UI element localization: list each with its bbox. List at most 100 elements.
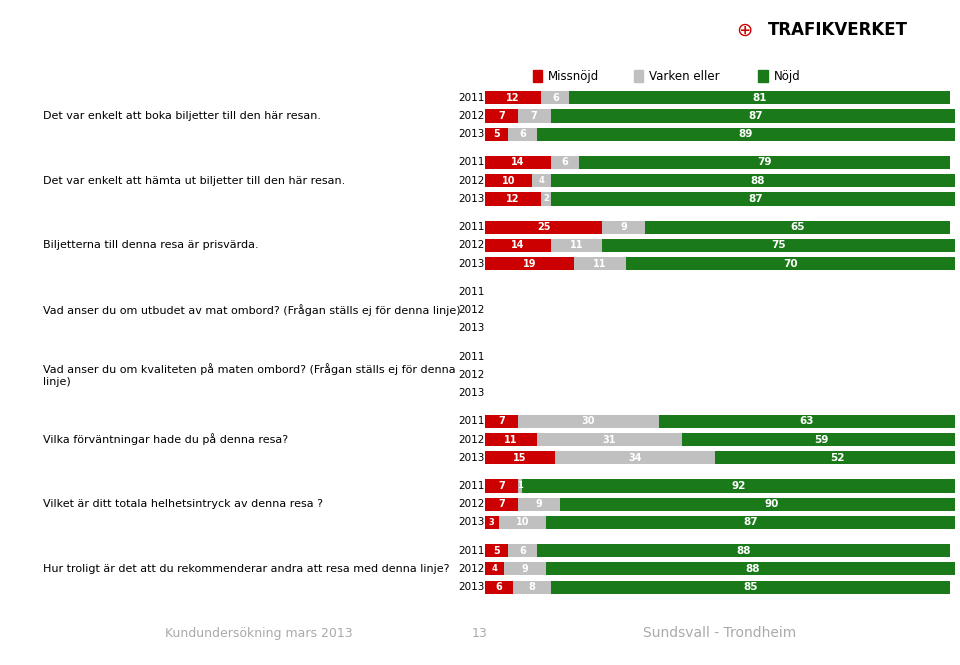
Text: TRAFIKVERKET: TRAFIKVERKET <box>768 21 908 39</box>
Text: 88: 88 <box>751 176 765 186</box>
Text: 14: 14 <box>511 241 524 251</box>
Bar <box>485 452 555 464</box>
Bar <box>485 221 603 233</box>
Bar <box>645 221 950 233</box>
Text: 10: 10 <box>516 517 529 527</box>
Text: 2012: 2012 <box>458 564 484 574</box>
Text: Varken eller: Varken eller <box>649 70 720 83</box>
Text: 2011: 2011 <box>458 481 484 491</box>
Bar <box>555 452 715 464</box>
Text: 2013: 2013 <box>458 194 484 204</box>
Text: 31: 31 <box>603 434 616 444</box>
Text: 75: 75 <box>772 241 786 251</box>
Bar <box>485 239 551 252</box>
Text: 10: 10 <box>501 176 516 186</box>
Text: 2012: 2012 <box>458 176 484 186</box>
Bar <box>603 239 955 252</box>
Text: 7: 7 <box>498 499 505 509</box>
Bar <box>537 544 950 557</box>
Text: 13: 13 <box>472 627 488 640</box>
Bar <box>485 91 541 104</box>
Text: 7: 7 <box>498 111 505 121</box>
Bar <box>560 497 960 511</box>
Text: 2013: 2013 <box>458 582 484 592</box>
Text: 2: 2 <box>543 194 549 203</box>
Text: 11: 11 <box>504 434 517 444</box>
Text: 2012: 2012 <box>458 434 484 444</box>
Text: 2011: 2011 <box>458 546 484 556</box>
Bar <box>517 479 522 493</box>
Text: 9: 9 <box>620 222 627 232</box>
Bar <box>532 174 551 188</box>
Text: Vilka förväntningar hade du på denna resa?: Vilka förväntningar hade du på denna res… <box>43 434 288 446</box>
Bar <box>504 563 546 575</box>
Text: 92: 92 <box>732 481 746 491</box>
Bar <box>485 581 513 594</box>
Text: 81: 81 <box>753 93 767 103</box>
Bar <box>551 192 960 205</box>
Text: 15: 15 <box>514 453 527 463</box>
Text: 2011: 2011 <box>458 158 484 168</box>
Text: 52: 52 <box>830 453 845 463</box>
Text: 2013: 2013 <box>458 323 484 333</box>
Text: Det var enkelt att hämta ut biljetter till den här resan.: Det var enkelt att hämta ut biljetter ti… <box>43 176 346 186</box>
Text: ⊕: ⊕ <box>735 21 753 39</box>
Bar <box>485 110 517 122</box>
Bar <box>551 110 960 122</box>
Text: 14: 14 <box>511 158 524 168</box>
Text: 88: 88 <box>746 564 760 574</box>
Text: Det var enkelt att boka biljetter till den här resan.: Det var enkelt att boka biljetter till d… <box>43 111 322 121</box>
Bar <box>569 91 950 104</box>
Text: 4: 4 <box>492 565 497 573</box>
Bar <box>485 192 541 205</box>
Text: 6: 6 <box>519 129 526 139</box>
Text: 2011: 2011 <box>458 287 484 297</box>
Text: 70: 70 <box>783 259 798 269</box>
Bar <box>541 91 569 104</box>
Text: 2012: 2012 <box>458 499 484 509</box>
Bar <box>574 257 626 270</box>
Text: 59: 59 <box>814 434 828 444</box>
Bar <box>517 497 560 511</box>
Bar <box>485 257 574 270</box>
Bar <box>485 563 504 575</box>
Text: RESEARCH: RESEARCH <box>42 640 84 650</box>
Bar <box>537 128 955 141</box>
Bar <box>499 516 546 529</box>
Bar <box>683 433 960 446</box>
Bar <box>659 415 955 428</box>
Text: Biljetterna till denna resa är prisvärda.: Biljetterna till denna resa är prisvärda… <box>43 241 259 251</box>
Text: 4: 4 <box>539 176 544 186</box>
Text: 7: 7 <box>498 481 505 491</box>
Text: Nöjd: Nöjd <box>774 70 801 83</box>
Text: 12: 12 <box>506 194 519 204</box>
Bar <box>509 128 537 141</box>
Text: 9: 9 <box>521 564 528 574</box>
Text: Sundsvall - Trondheim: Sundsvall - Trondheim <box>643 626 797 640</box>
Bar <box>546 516 955 529</box>
Bar <box>485 479 517 493</box>
Text: 2013: 2013 <box>458 388 484 398</box>
Text: 7: 7 <box>498 416 505 426</box>
Text: 79: 79 <box>757 158 772 168</box>
Text: 2012: 2012 <box>458 111 484 121</box>
Text: 2013: 2013 <box>458 517 484 527</box>
Text: 85: 85 <box>743 582 757 592</box>
Text: 2013: 2013 <box>458 259 484 269</box>
Text: 2011: 2011 <box>458 416 484 426</box>
Text: 7: 7 <box>531 111 538 121</box>
Text: 2012: 2012 <box>458 241 484 251</box>
Bar <box>485 156 551 169</box>
Bar <box>551 174 960 188</box>
Bar <box>541 192 551 205</box>
Text: 65: 65 <box>790 222 804 232</box>
Bar <box>485 174 532 188</box>
Text: 2012: 2012 <box>458 370 484 380</box>
Text: Vad anser du om kvaliteten på maten ombord? (Frågan ställs ej för denna
linje): Vad anser du om kvaliteten på maten ombo… <box>43 363 456 386</box>
Text: 6: 6 <box>495 582 502 592</box>
Text: 2013: 2013 <box>458 453 484 463</box>
Text: Vilket är ditt totala helhetsintryck av denna resa ?: Vilket är ditt totala helhetsintryck av … <box>43 499 324 509</box>
Bar <box>551 581 950 594</box>
Bar <box>517 110 551 122</box>
Bar <box>485 415 517 428</box>
